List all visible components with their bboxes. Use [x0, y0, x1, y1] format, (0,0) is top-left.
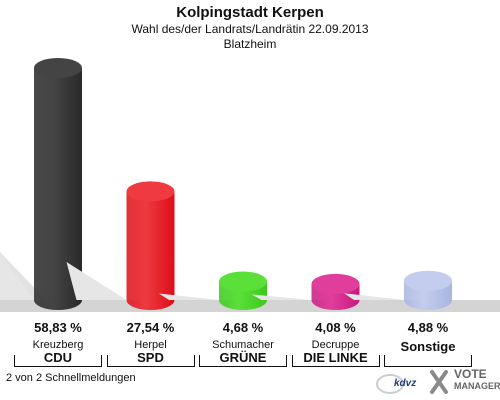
- bar-top: [219, 271, 267, 292]
- bar-value-label: 4,08 %: [315, 320, 356, 335]
- label-bracket: [106, 355, 195, 367]
- bar-value-label: 4,88 %: [407, 320, 449, 335]
- bar-shadow: [66, 261, 127, 300]
- bar-shadow: [344, 293, 404, 300]
- bar-spd: [126, 191, 175, 310]
- footer-note: 2 von 2 Schnellmeldungen: [6, 372, 136, 384]
- candidate-label: Kreuzberg: [32, 339, 84, 351]
- party-label: GRÜNE: [219, 350, 267, 365]
- chart-title: Kolpingstadt Kerpen: [176, 4, 324, 21]
- bar-top: [34, 58, 82, 78]
- bar-shadow: [251, 294, 312, 300]
- bar-shadow: [0, 253, 34, 300]
- logo-kdvz-text: kdvz: [394, 378, 417, 389]
- bar-top: [404, 270, 452, 291]
- candidate-label: Schumacher: [212, 339, 274, 351]
- bar-shadow: [159, 293, 219, 300]
- logo-swoosh-icon: [376, 370, 448, 394]
- party-label: DIE LINKE: [303, 350, 368, 365]
- chart-place: Blatzheim: [223, 37, 277, 51]
- candidate-label: Herpel: [134, 339, 167, 351]
- vote-manager-logo: kdvz VOTE MANAGER: [372, 366, 500, 398]
- bar-top: [311, 273, 360, 294]
- logo-vote-text: VOTE: [454, 367, 487, 381]
- bar-value-label: 58,83 %: [34, 320, 82, 335]
- chart-subtitle: Wahl des/der Landrats/Landrätin 22.09.20…: [131, 22, 369, 36]
- label-bracket: [14, 355, 102, 367]
- bar-value-label: 27,54 %: [126, 320, 175, 335]
- candidate-label: Decruppe: [311, 339, 360, 351]
- bar-cdu: [34, 68, 82, 310]
- party-label: CDU: [43, 350, 73, 365]
- bar-top: [126, 181, 175, 202]
- logo-manager-text: MANAGER: [454, 381, 500, 391]
- bar-value-label: 4,68 %: [222, 320, 264, 335]
- label-bracket: [291, 355, 380, 367]
- label-bracket: [384, 355, 472, 367]
- party-label: SPD: [137, 350, 164, 365]
- label-bracket: [199, 355, 287, 367]
- party-label: Sonstige: [400, 339, 456, 354]
